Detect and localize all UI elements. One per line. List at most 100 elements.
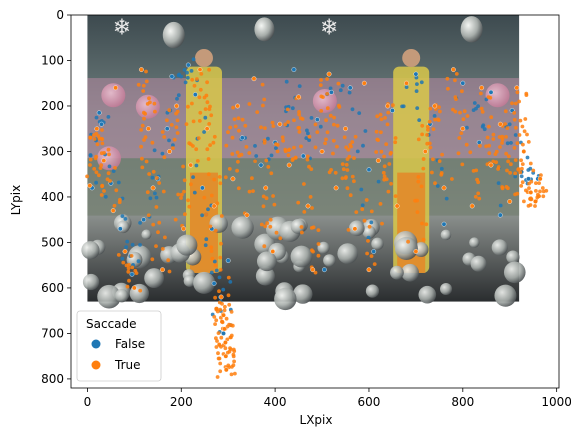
scatter-points: [85, 57, 549, 379]
point-true: [375, 158, 381, 164]
point-true-trail: [107, 152, 111, 157]
point-true: [366, 267, 372, 273]
point-true-trail: [271, 194, 275, 198]
point-true-trail: [212, 315, 217, 319]
point-true-trail: [145, 102, 150, 106]
point-true-trail: [203, 107, 208, 111]
point-true-trail: [515, 141, 520, 146]
point-true-trail: [345, 157, 350, 162]
point-true-trail: [316, 228, 321, 233]
point-true-trail: [374, 129, 379, 134]
point-true-trail: [231, 363, 236, 368]
point-false-trail: [171, 143, 175, 148]
point-false: [199, 185, 205, 191]
point-true-trail: [475, 177, 479, 182]
point-true-trail: [378, 112, 383, 117]
point-true: [469, 203, 475, 209]
point-true-trail: [232, 117, 237, 122]
point-false-trail: [116, 180, 121, 185]
point-true-trail: [333, 170, 338, 175]
point-true-trail: [286, 153, 291, 158]
point-true-trail: [485, 162, 490, 167]
point-false-trail: [366, 235, 371, 240]
background-balloon: [503, 261, 526, 284]
point-true-trail: [462, 109, 467, 114]
point-true-trail: [518, 170, 523, 175]
point-true-trail: [473, 194, 478, 199]
point-true-trail: [218, 181, 223, 186]
background-balloon: [274, 287, 297, 311]
point-true-trail: [197, 95, 202, 100]
point-true-trail: [520, 166, 524, 171]
point-true-trail: [247, 189, 252, 194]
point-true-trail: [214, 318, 219, 323]
point-true-trail: [526, 140, 531, 144]
point-true-trail: [292, 118, 296, 123]
point-false-trail: [439, 166, 444, 171]
point-true-trail: [220, 301, 224, 306]
background-balloon: [293, 284, 313, 304]
point-false-trail: [338, 88, 343, 93]
point-true-trail: [175, 109, 180, 114]
point-true-trail: [147, 96, 151, 101]
point-false: [328, 89, 334, 95]
point-true-trail: [263, 224, 268, 229]
x-tick-label: 600: [358, 395, 381, 409]
point-true-trail: [321, 95, 325, 99]
point-true-trail: [503, 109, 508, 114]
point-true-trail: [226, 293, 231, 298]
point-false-trail: [417, 118, 422, 122]
point-false: [117, 226, 123, 232]
point-true-trail: [162, 135, 167, 139]
y-tick-label: 300: [41, 144, 64, 158]
point-true: [533, 199, 538, 204]
point-true: [222, 340, 228, 345]
point-false-trail: [175, 96, 179, 101]
x-axis-label: LXpix: [300, 413, 333, 427]
point-true-trail: [259, 125, 263, 130]
point-false-trail: [177, 72, 182, 77]
point-true-trail: [153, 109, 157, 114]
background-balloon: [231, 216, 254, 239]
point-true-trail: [102, 151, 106, 155]
point-true-trail: [239, 152, 244, 157]
point-true-trail: [456, 151, 461, 156]
point-true-trail: [179, 196, 183, 200]
point-true-trail: [379, 130, 383, 135]
point-true-trail: [539, 173, 543, 178]
point-true-trail: [454, 72, 459, 76]
point-true-trail: [244, 145, 249, 149]
background-balloon: [115, 288, 129, 303]
y-tick-label: 100: [41, 53, 64, 67]
point-false-trail: [228, 280, 233, 284]
point-true-trail: [506, 154, 511, 159]
point-false-trail: [203, 115, 208, 120]
point-true-trail: [465, 114, 470, 118]
background-balloon: [394, 236, 418, 260]
point-false: [441, 221, 447, 227]
point-false: [366, 167, 372, 173]
point-true-trail: [437, 159, 442, 164]
point-true-trail: [263, 126, 267, 130]
point-false-trail: [507, 122, 512, 127]
point-false-trail: [328, 86, 333, 91]
point-true-trail: [139, 144, 144, 149]
point-true-trail: [374, 150, 379, 154]
point-true-trail: [212, 177, 217, 182]
point-true-trail: [117, 200, 122, 205]
point-true-trail: [133, 268, 138, 273]
y-tick-label: 600: [41, 281, 64, 295]
point-true-trail: [427, 119, 432, 124]
point-true: [150, 185, 156, 191]
point-false-trail: [476, 104, 480, 108]
point-false-trail: [340, 83, 345, 88]
point-true-trail: [262, 244, 267, 249]
point-false-trail: [167, 138, 171, 143]
point-true-trail: [204, 93, 209, 98]
point-false-trail: [307, 138, 311, 143]
point-true-trail: [319, 109, 324, 113]
point-true-trail: [453, 95, 458, 99]
point-false-trail: [120, 256, 125, 261]
point-true-trail: [207, 107, 212, 111]
point-false-trail: [444, 196, 449, 201]
